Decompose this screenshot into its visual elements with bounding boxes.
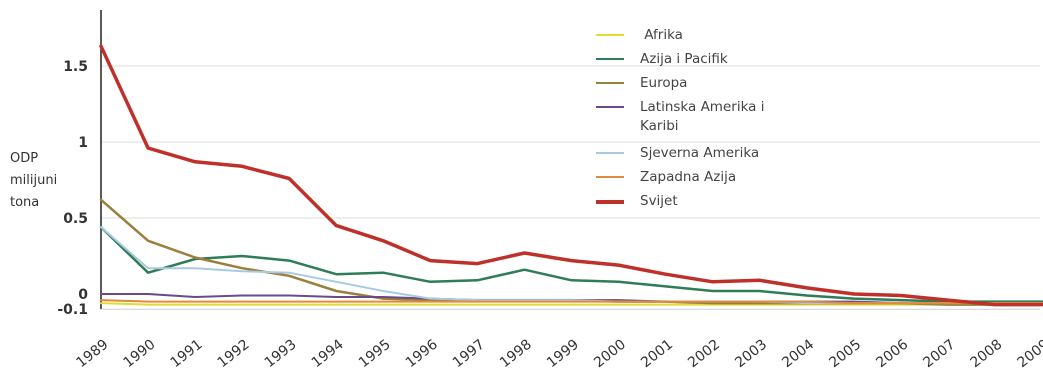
legend-label: Europa [640, 75, 688, 91]
x-tick-label: 1992 [215, 337, 253, 372]
x-tick-label: 1996 [403, 336, 441, 371]
series-lines [99, 44, 1043, 307]
legend-label: Zapadna Azija [640, 169, 737, 185]
x-tick-label: 2001 [638, 337, 676, 372]
x-tick-label: 2004 [779, 336, 817, 371]
x-tick-label: 1994 [309, 336, 347, 371]
legend-item: Latinska Amerika i Karibi [596, 98, 790, 144]
x-tick-label: 1990 [121, 337, 159, 372]
y-axis-label-line-1: ODP [10, 151, 39, 166]
series-line-europa [99, 198, 1043, 306]
legend-swatch [596, 176, 624, 178]
x-tick-label: 1999 [544, 337, 582, 372]
x-tick-label: 2003 [732, 337, 770, 372]
legend-label: Latinska Amerika i Karibi [640, 99, 765, 134]
legend-swatch [596, 58, 624, 60]
series-line-sjeverna-amerika [100, 226, 1043, 305]
legend-swatch [596, 152, 624, 154]
y-tick-label: 0.5 [63, 211, 88, 227]
legend-label: Azija i Pacifik [640, 51, 728, 67]
x-tick-label: 2008 [967, 337, 1005, 372]
legend-label: Sjeverna Amerika [640, 145, 760, 161]
legend-swatch [596, 200, 624, 204]
x-tick-label: 2000 [591, 337, 629, 372]
series-line-svijet [99, 44, 1043, 307]
legend-label: Afrika [640, 27, 683, 43]
y-tick-label: 0 [78, 287, 88, 303]
x-tick-label: 2002 [685, 337, 723, 372]
legend-item: Afrika [596, 26, 790, 50]
legend-item: Zapadna Azija [596, 168, 790, 192]
legend-label: Svijet [640, 193, 678, 209]
x-tick-label: 1993 [262, 337, 300, 372]
x-tick-label: 1995 [356, 337, 394, 372]
y-tick-label: 1 [78, 135, 88, 151]
x-tick-label: 2007 [920, 337, 958, 372]
legend-item: Azija i Pacifik [596, 50, 790, 74]
y-axis-label-line-2: milijuni [10, 173, 58, 188]
legend-item: Svijet [596, 192, 790, 216]
series-line-afrika [100, 302, 1043, 306]
legend-swatch [596, 106, 624, 108]
x-tick-label: 1991 [168, 337, 206, 372]
x-tick-label: 2006 [873, 336, 911, 371]
series-line-azija-i-pacifik [99, 225, 1043, 303]
series-line-zapadna-azija [100, 299, 1043, 305]
x-tick-label: 1998 [497, 337, 535, 372]
x-axis: 1989 1990 1991 1992 1993 1994 1995 1996 1997 1998… [74, 308, 1043, 372]
x-tick-label: 1997 [450, 337, 488, 372]
y-tick-label: 1.5 [63, 59, 88, 75]
legend-item: Sjeverna Amerika [596, 144, 790, 168]
y-axis-label-line-3: tona [10, 195, 40, 210]
chart-legend: Afrika Azija i Pacifik Europa Latinska Amer… [596, 26, 790, 216]
y-tick-label: -0.1 [57, 302, 88, 318]
x-tick-label: 2005 [826, 337, 864, 372]
grid-lines [101, 65, 1040, 219]
x-tick-label: 1989 [74, 337, 112, 372]
x-tick-label: 2009 [1015, 337, 1043, 372]
legend-swatch [596, 34, 624, 36]
y-axis: 1.5 1 0.5 0-0.1 [57, 10, 102, 318]
legend-swatch [596, 82, 624, 84]
legend-item: Europa [596, 74, 790, 98]
